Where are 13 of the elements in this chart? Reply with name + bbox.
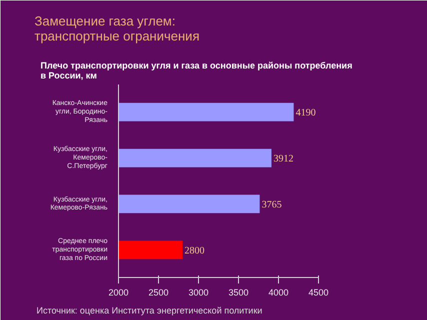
x-tick-label: 2000 <box>108 288 129 298</box>
data-label: 4190 <box>296 108 316 119</box>
chart-title: Замещение газа углем: транспортные ограничения <box>34 14 200 44</box>
text: Источник: оценка Института энергетической политики <box>36 306 262 316</box>
x-tick-label: 4500 <box>308 288 329 298</box>
x-tick-label: 4000 <box>268 288 289 298</box>
data-label: 2800 <box>184 245 204 256</box>
data-label: 3765 <box>262 199 282 210</box>
x-tick-label: 2500 <box>148 288 169 298</box>
chart-subtitle: Плечо транспортировки угля и газа в основные районы потребления в России, км <box>40 60 352 80</box>
x-tick-label: 3000 <box>188 288 209 298</box>
data-label: 3912 <box>273 154 294 165</box>
x-tick-label: 3500 <box>228 288 249 298</box>
